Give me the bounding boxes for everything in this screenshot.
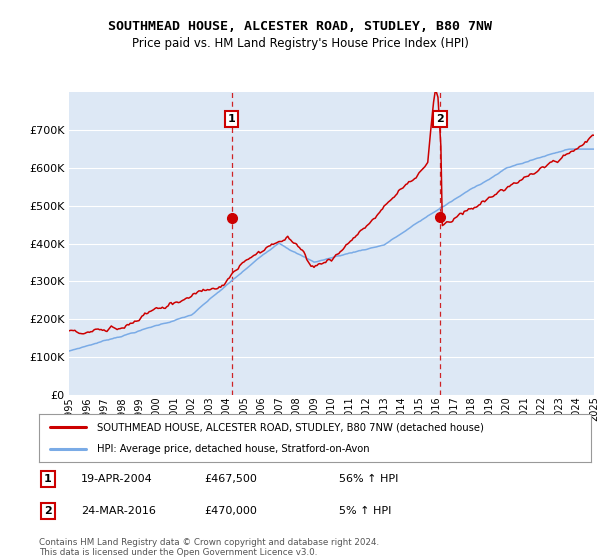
Text: 1: 1 — [44, 474, 52, 484]
Text: Contains HM Land Registry data © Crown copyright and database right 2024.
This d: Contains HM Land Registry data © Crown c… — [39, 538, 379, 557]
Text: SOUTHMEAD HOUSE, ALCESTER ROAD, STUDLEY, B80 7NW: SOUTHMEAD HOUSE, ALCESTER ROAD, STUDLEY,… — [108, 20, 492, 32]
Text: 56% ↑ HPI: 56% ↑ HPI — [339, 474, 398, 484]
Text: 19-APR-2004: 19-APR-2004 — [81, 474, 153, 484]
Text: 2: 2 — [44, 506, 52, 516]
Text: 5% ↑ HPI: 5% ↑ HPI — [339, 506, 391, 516]
Text: £470,000: £470,000 — [204, 506, 257, 516]
Text: 1: 1 — [228, 114, 236, 124]
Text: SOUTHMEAD HOUSE, ALCESTER ROAD, STUDLEY, B80 7NW (detached house): SOUTHMEAD HOUSE, ALCESTER ROAD, STUDLEY,… — [97, 422, 484, 432]
Text: £467,500: £467,500 — [204, 474, 257, 484]
Text: 2: 2 — [436, 114, 444, 124]
Text: HPI: Average price, detached house, Stratford-on-Avon: HPI: Average price, detached house, Stra… — [97, 444, 370, 454]
Text: Price paid vs. HM Land Registry's House Price Index (HPI): Price paid vs. HM Land Registry's House … — [131, 37, 469, 50]
Text: 24-MAR-2016: 24-MAR-2016 — [81, 506, 156, 516]
